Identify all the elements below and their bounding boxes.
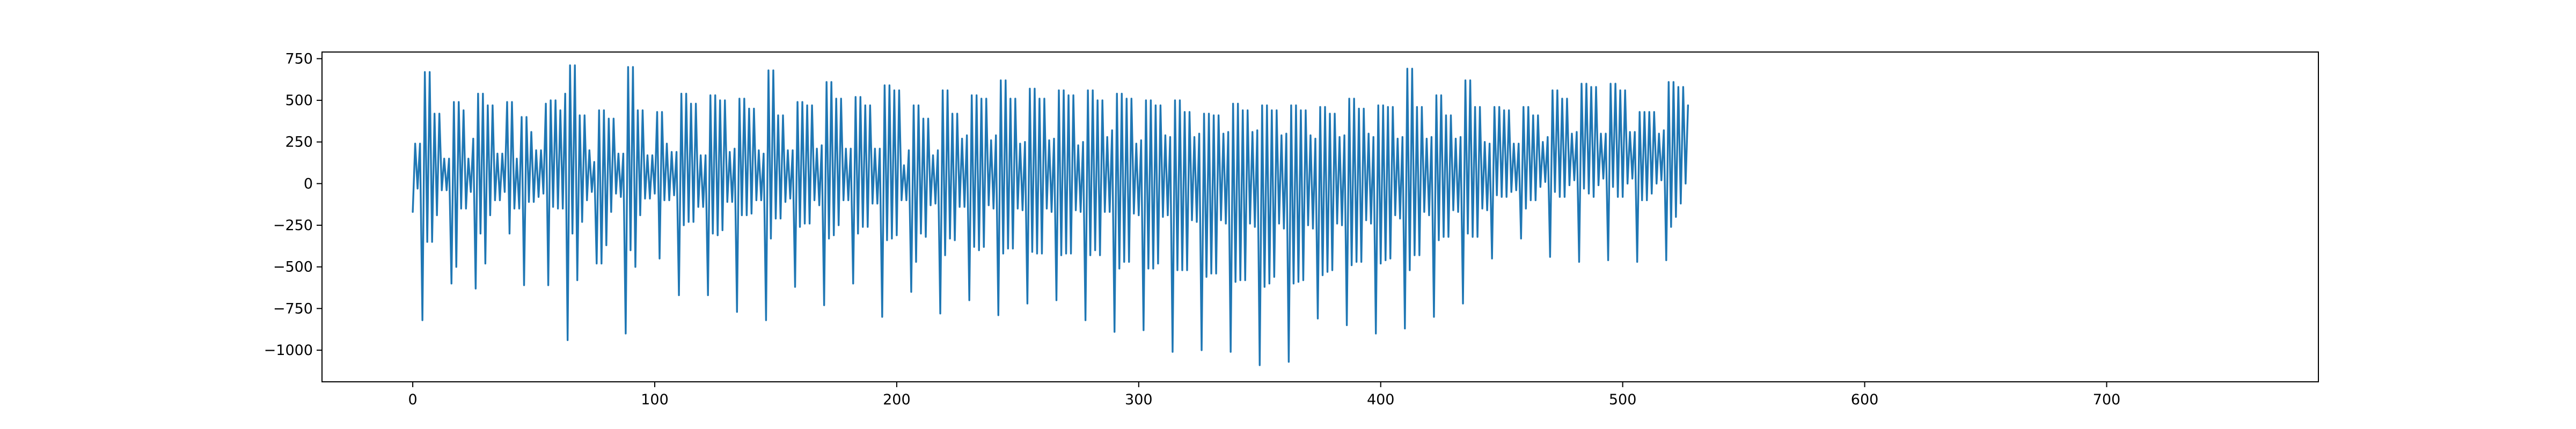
x-tick-label: 0 bbox=[408, 391, 417, 408]
x-tick-label: 500 bbox=[1609, 391, 1637, 408]
plot-area bbox=[412, 64, 1689, 366]
x-tick-label: 600 bbox=[1851, 391, 1879, 408]
x-axis: 0 100 200 300 400 500 600 700 bbox=[408, 382, 2120, 408]
axes-frame bbox=[321, 51, 2319, 382]
y-tick-label: 250 bbox=[285, 134, 313, 151]
x-tick-label: 700 bbox=[2093, 391, 2121, 408]
y-tick-label: 0 bbox=[304, 175, 313, 192]
data-series-line bbox=[412, 64, 1689, 366]
y-tick-label: −250 bbox=[273, 217, 313, 234]
y-tick-label: 750 bbox=[285, 50, 313, 67]
y-axis: −1000 −750 −500 −250 0 250 500 750 bbox=[264, 50, 322, 359]
x-tick-label: 200 bbox=[883, 391, 911, 408]
y-tick-label: −1000 bbox=[264, 342, 313, 359]
x-tick-label: 100 bbox=[641, 391, 669, 408]
y-tick-label: 500 bbox=[285, 92, 313, 109]
y-tick-label: −750 bbox=[273, 300, 313, 317]
y-tick-label: −500 bbox=[273, 259, 313, 276]
x-tick-label: 400 bbox=[1367, 391, 1395, 408]
x-tick-label: 300 bbox=[1125, 391, 1153, 408]
